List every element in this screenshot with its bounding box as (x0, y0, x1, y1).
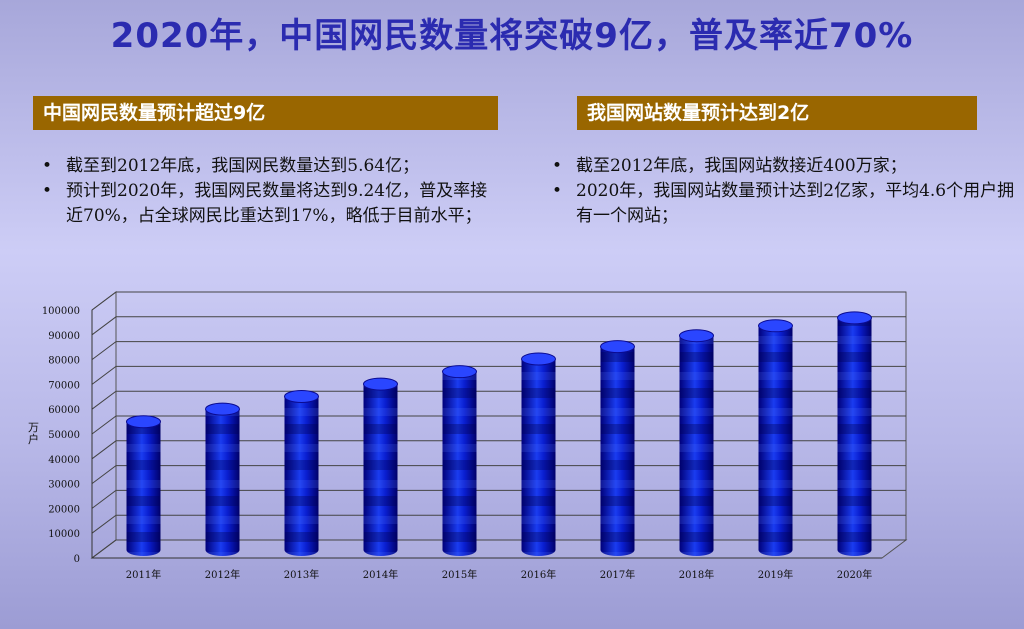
y-tick-label: 80000 (48, 356, 80, 367)
bar-band (600, 346, 635, 556)
x-tick-label: 2013年 (284, 568, 319, 581)
left-panel-header: 中国网民数量预计超过9亿 (33, 96, 498, 130)
right-bullet-1: 截至2012年底，我国网站数接近400万家； (548, 154, 1018, 179)
bar-top-cap (600, 340, 635, 354)
right-bullet-2: 2020年，我国网站数量预计达到2亿家，平均4.6个用户拥有一个网站； (548, 179, 1018, 229)
y-tick-label: 40000 (48, 455, 80, 466)
gridline (91, 415, 906, 435)
bar-band (284, 396, 319, 556)
bar (284, 389, 319, 556)
bar-band (758, 325, 793, 556)
bar (837, 311, 872, 556)
right-panel-header: 我国网站数量预计达到2亿 (577, 96, 977, 130)
y-tick-label: 30000 (48, 480, 80, 491)
bar-top-cap (758, 319, 793, 333)
bar (205, 402, 240, 556)
y-tick-label: 10000 (48, 529, 80, 540)
bar (679, 329, 714, 556)
x-tick-label: 2012年 (205, 568, 240, 581)
bar-band (679, 335, 714, 556)
bar (363, 377, 398, 556)
y-tick-label: 50000 (48, 430, 80, 441)
right-bullet-list: 截至2012年底，我国网站数接近400万家； 2020年，我国网站数量预计达到2… (548, 154, 1018, 229)
bar-band (205, 409, 240, 556)
x-tick-label: 2018年 (679, 568, 714, 581)
bar-top-cap (521, 352, 556, 366)
x-tick-label: 2017年 (600, 568, 635, 581)
y-tick-label: 90000 (48, 331, 80, 342)
gridline (91, 365, 906, 385)
gridline (91, 341, 906, 360)
chart-bars (126, 311, 872, 556)
chart-axes (91, 310, 882, 559)
gridline (91, 390, 906, 410)
left-bullet-2: 预计到2020年，我国网民数量将达到9.24亿，普及率接近70%，占全球网民比重… (38, 179, 498, 229)
bar-top-cap (837, 311, 872, 325)
x-tick-label: 2020年 (837, 568, 872, 581)
page-title: 2020年，中国网民数量将突破9亿，普及率近70% (110, 16, 914, 56)
bar-top-cap (363, 377, 398, 391)
gridline (91, 291, 906, 311)
bar (442, 365, 477, 556)
bar (126, 415, 161, 556)
bar-band (126, 421, 161, 556)
bar-band (837, 317, 872, 556)
bar (758, 319, 793, 556)
bar-band (363, 384, 398, 556)
netizen-bar-chart: 0 10000 20000 30000 40000 50000 60000 70000 8000… (42, 291, 908, 581)
gridline (91, 489, 906, 509)
x-tick-label: 2014年 (363, 568, 398, 581)
x-tick-label: 2015年 (442, 568, 477, 581)
y-axis-label: 万户 (28, 421, 39, 446)
left-bullet-1: 截至到2012年底，我国网民数量达到5.64亿； (38, 154, 498, 179)
chart-labels: 0 10000 20000 30000 40000 50000 60000 70000 8000… (42, 306, 872, 581)
gridline (91, 316, 906, 336)
bar (600, 340, 635, 556)
gridline (91, 514, 906, 534)
gridline (91, 465, 906, 485)
bar (521, 352, 556, 556)
bar-top-cap (205, 402, 240, 416)
x-tick-label: 2016年 (521, 568, 556, 581)
left-bullet-list: 截至到2012年底，我国网民数量达到5.64亿； 预计到2020年，我国网民数量… (38, 154, 498, 229)
gridline (91, 539, 906, 559)
y-tick-label: 0 (74, 554, 80, 565)
bar-top-cap (284, 389, 319, 403)
gridline (91, 440, 906, 460)
x-tick-label: 2011年 (126, 568, 161, 581)
y-tick-label: 100000 (42, 306, 80, 317)
bar-top-cap (442, 365, 477, 379)
y-tick-label: 20000 (48, 504, 80, 515)
y-tick-label: 60000 (48, 405, 80, 416)
y-tick-label: 70000 (48, 380, 80, 391)
x-tick-label: 2019年 (758, 568, 793, 581)
bar-band (521, 359, 556, 556)
bar-top-cap (679, 329, 714, 343)
bar-top-cap (126, 415, 161, 429)
bar-band (442, 371, 477, 556)
